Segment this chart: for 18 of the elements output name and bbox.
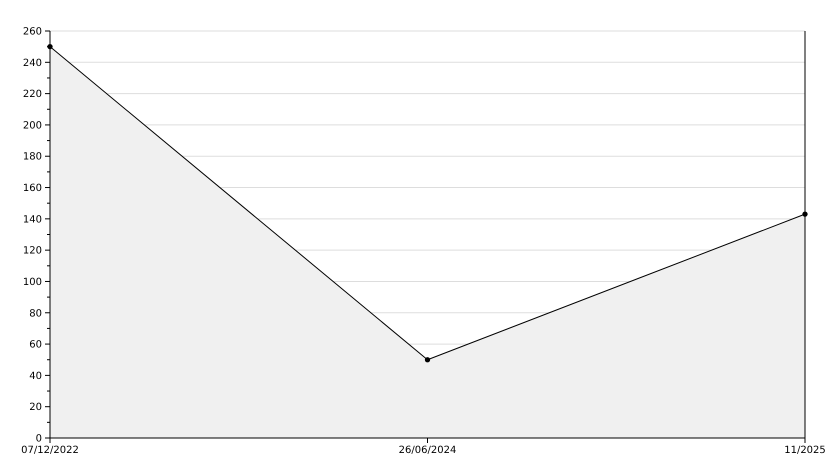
y-tick-label: 220 — [22, 89, 42, 100]
x-tick-label: 07/12/2022 — [21, 445, 79, 456]
y-tick-label: 60 — [29, 340, 42, 351]
y-tick-label: 260 — [22, 26, 42, 38]
y-tick-label: 180 — [22, 152, 42, 163]
y-tick-label: 200 — [22, 120, 42, 132]
y-tick-label: 120 — [22, 246, 42, 257]
y-tick-label: 0 — [36, 434, 42, 444]
y-tick-label: 80 — [29, 308, 42, 320]
y-tick-label: 40 — [29, 370, 42, 382]
x-tick-label: 11/2025 — [784, 445, 826, 456]
y-tick-label: 240 — [22, 58, 42, 69]
y-tick-label: 20 — [29, 402, 42, 414]
x-tick-label: 26/06/2024 — [398, 445, 456, 456]
point — [424, 357, 430, 362]
y-tick-label: 100 — [22, 276, 42, 288]
y-tick-label: 160 — [22, 183, 42, 194]
y-tick-label: 140 — [22, 214, 42, 226]
